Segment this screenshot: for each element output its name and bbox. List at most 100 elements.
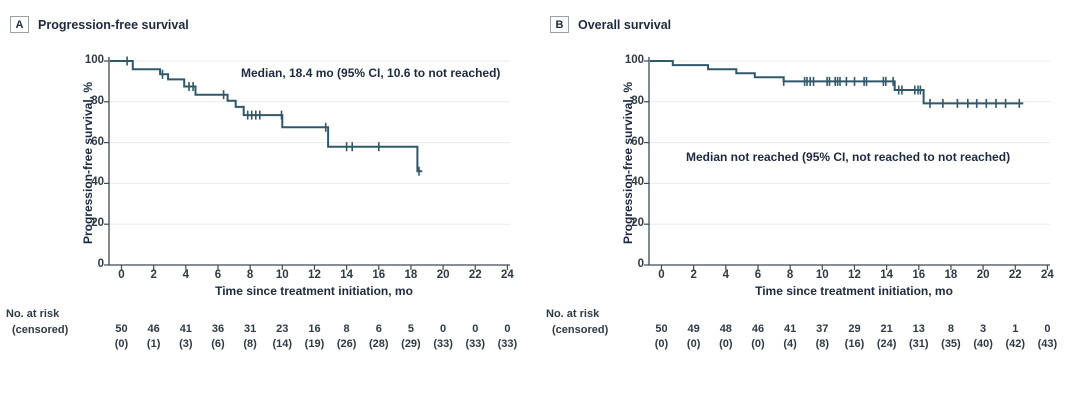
at-risk-count: 0 xyxy=(1044,323,1051,335)
y-tick-label: 0 xyxy=(637,258,644,270)
at-risk-count: 8 xyxy=(343,323,350,335)
x-tick-label: 8 xyxy=(246,269,254,281)
censored-count: (0) xyxy=(114,338,129,350)
censored-count: (31) xyxy=(908,338,929,350)
censored-count: (26) xyxy=(336,338,357,350)
at-risk-count: 48 xyxy=(719,323,732,335)
x-tick-label: 12 xyxy=(848,269,861,281)
censored-count: (35) xyxy=(941,338,961,350)
censored-count: (1) xyxy=(146,338,161,350)
at-risk-count: 13 xyxy=(912,323,925,335)
x-tick-label: 20 xyxy=(436,269,450,281)
panel-a-x-axis-title: Time since treatment initiation, mo xyxy=(215,284,413,298)
x-tick-label: 20 xyxy=(976,269,990,281)
censored-count: (8) xyxy=(243,338,257,350)
censored-count: (42) xyxy=(1005,338,1026,350)
y-tick-label: 40 xyxy=(631,176,644,189)
x-tick-label: 14 xyxy=(340,269,353,281)
at-risk-count: 21 xyxy=(880,323,893,335)
panel-a: A Progression-free survival Progression-… xyxy=(6,16,518,350)
y-tick-label: 100 xyxy=(84,54,104,66)
y-tick-label: 100 xyxy=(624,54,644,66)
censored-count: (43) xyxy=(1037,338,1058,350)
at-risk-count: 46 xyxy=(147,323,160,335)
y-tick-label: 80 xyxy=(631,94,644,107)
panel-a-km-plot xyxy=(104,56,510,270)
censored-count: (19) xyxy=(304,338,325,350)
km-curve xyxy=(110,60,423,173)
x-tick-label: 0 xyxy=(658,269,665,281)
censored-count: (3) xyxy=(179,338,193,350)
x-tick-label: 16 xyxy=(912,269,926,281)
x-tick-label: 22 xyxy=(468,269,482,281)
censored-count: (0) xyxy=(751,338,765,350)
at-risk-count: 3 xyxy=(980,323,987,335)
y-tick-label: 80 xyxy=(91,94,104,107)
at-risk-count: 0 xyxy=(472,323,479,335)
x-tick-label: 18 xyxy=(404,269,418,281)
censored-count: (0) xyxy=(686,338,701,350)
panel-a-risk-table-header: No. at risk xyxy=(6,308,60,320)
at-risk-count: 41 xyxy=(179,323,192,335)
at-risk-count: 31 xyxy=(244,323,257,335)
at-risk-count: 29 xyxy=(848,323,861,335)
x-tick-label: 24 xyxy=(501,269,514,281)
x-tick-label: 14 xyxy=(880,269,893,281)
x-tick-label: 2 xyxy=(690,269,697,281)
y-tick-label: 40 xyxy=(91,176,104,189)
censored-count: (40) xyxy=(973,338,993,350)
x-tick-label: 6 xyxy=(754,269,762,281)
censored-count: (24) xyxy=(876,338,897,350)
at-risk-count: 0 xyxy=(504,323,511,335)
at-risk-count: 49 xyxy=(687,323,700,335)
censored-count: (28) xyxy=(368,338,389,350)
panel-b-x-axis-title: Time since treatment initiation, mo xyxy=(755,284,953,298)
x-tick-label: 12 xyxy=(308,269,321,281)
x-tick-label: 16 xyxy=(372,269,386,281)
x-tick-label: 10 xyxy=(275,269,289,281)
at-risk-count: 36 xyxy=(211,323,225,335)
censored-count: (16) xyxy=(844,338,865,350)
at-risk-count: 41 xyxy=(784,323,797,335)
censored-count: (4) xyxy=(783,338,797,350)
panel-a-median-annotation: Median, 18.4 mo (95% CI, 10.6 to not rea… xyxy=(241,66,501,80)
censored-count: (14) xyxy=(272,338,293,350)
y-tick-label: 60 xyxy=(631,135,644,148)
panel-b-median-annotation: Median not reached (95% CI, not reached … xyxy=(686,150,1011,164)
panel-b-km-plot xyxy=(644,57,1050,270)
km-curve xyxy=(650,60,1024,105)
at-risk-count: 23 xyxy=(276,323,289,335)
panel-b-letter-badge: B xyxy=(550,16,569,33)
panel-b-header: B Overall survival xyxy=(550,16,671,33)
x-tick-label: 0 xyxy=(118,269,125,281)
x-tick-label: 22 xyxy=(1008,269,1022,281)
at-risk-count: 46 xyxy=(751,323,765,335)
x-tick-label: 18 xyxy=(944,269,958,281)
censored-count: (33) xyxy=(465,338,486,350)
x-tick-label: 2 xyxy=(150,269,157,281)
y-tick-label: 20 xyxy=(631,217,644,230)
panel-a-header: A Progression-free survival xyxy=(10,16,189,33)
panel-b-risk-table-header: No. at risk xyxy=(546,308,600,320)
panel-a-letter-badge: A xyxy=(10,16,29,33)
at-risk-count: 16 xyxy=(308,323,321,335)
at-risk-count: 1 xyxy=(1012,323,1019,335)
x-tick-label: 6 xyxy=(214,269,222,281)
x-tick-label: 24 xyxy=(1041,269,1054,281)
censored-count: (8) xyxy=(815,338,830,350)
x-tick-label: 10 xyxy=(815,269,829,281)
x-tick-label: 4 xyxy=(722,269,730,281)
panel-a-title: Progression-free survival xyxy=(38,17,189,32)
x-tick-label: 4 xyxy=(182,269,190,281)
censored-count: (0) xyxy=(719,338,733,350)
x-tick-label: 8 xyxy=(786,269,794,281)
at-risk-count: 50 xyxy=(115,323,128,335)
censored-count: (33) xyxy=(497,338,518,350)
panel-b-title: Overall survival xyxy=(578,17,672,32)
censored-count: (29) xyxy=(401,338,421,350)
at-risk-count: 6 xyxy=(375,323,382,335)
censored-count: (0) xyxy=(654,338,669,350)
at-risk-count: 37 xyxy=(816,323,829,335)
at-risk-count: 8 xyxy=(947,323,954,335)
